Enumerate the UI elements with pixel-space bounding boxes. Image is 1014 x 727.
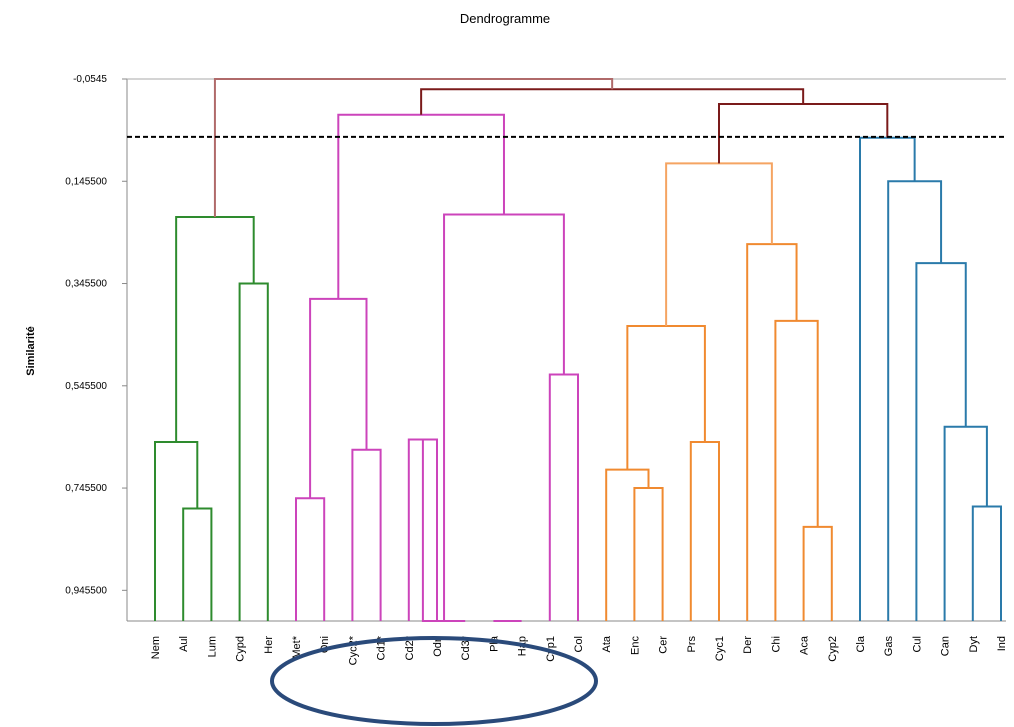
- leaf-label: Pla: [488, 635, 500, 652]
- chart-title: Dendrogramme: [460, 11, 550, 26]
- dendrogram-link: [420, 88, 805, 115]
- dendrogram-link: [746, 243, 798, 621]
- dendrogram-link: [633, 487, 664, 621]
- leaf-label: Enc: [629, 636, 641, 655]
- leaf-label: Cd2*: [404, 635, 416, 660]
- leaf-label: Cer: [658, 636, 670, 654]
- y-tick-label: 0,545500: [65, 381, 107, 392]
- y-tick-label: 0,745500: [65, 483, 107, 494]
- leaf-label: Aul: [178, 636, 190, 652]
- y-tick-label: 0,145500: [65, 176, 107, 187]
- dendrogram-link: [443, 213, 565, 621]
- leaf-label: Der: [742, 636, 754, 654]
- dendrogram-link: [887, 180, 943, 621]
- dendrogram-link: [626, 324, 706, 470]
- leaf-label: Cd3*: [460, 635, 472, 660]
- leaf-label: Gas: [883, 636, 895, 657]
- dendrogram-link: [337, 113, 505, 299]
- dendrogram-link: [689, 441, 720, 621]
- leaf-label: Col: [573, 636, 585, 653]
- dendrogram-links: [127, 78, 1006, 622]
- leaf-label: Lum: [206, 636, 218, 657]
- dendrogram-link: [175, 216, 255, 443]
- y-axis-label: Similarité: [25, 326, 37, 376]
- y-tick-label: 0,345500: [65, 279, 107, 290]
- leaf-label: Prs: [686, 636, 698, 653]
- leaf-label: Cyp1: [545, 636, 557, 662]
- y-tick-label: -0,0545: [73, 74, 107, 85]
- leaf-label: Can: [940, 636, 952, 656]
- dendrogram-link: [605, 468, 650, 621]
- leaf-label: Nem: [150, 636, 162, 659]
- leaf-label: Aca: [799, 635, 811, 655]
- leaf-label: Cyc2*: [347, 635, 359, 665]
- dendrogram-link: [548, 373, 579, 621]
- dendrogram-link: [351, 448, 382, 621]
- leaf-label: Cla: [855, 635, 867, 652]
- dendrogram-link: [182, 507, 213, 621]
- dendrogram-link: [915, 262, 967, 621]
- axes: [126, 78, 1006, 622]
- leaf-label: Dyt: [968, 636, 980, 653]
- dendrogram-link: [421, 439, 466, 622]
- leaf-label: Odn: [432, 636, 444, 657]
- y-tick-labels: -0,0545 0,145500 0,345500 0,545500 0,745500 0…: [65, 74, 127, 596]
- highlight-ellipse: [270, 636, 598, 726]
- dendrogram-link: [407, 438, 438, 621]
- dendrogram-link: [309, 297, 368, 499]
- leaf-label: Met*: [291, 635, 303, 658]
- leaf-label: Cyp2: [827, 636, 839, 662]
- dendrogram-link: [943, 425, 988, 621]
- dendrogram-link: [971, 505, 1002, 621]
- leaf-label: Her: [263, 636, 275, 654]
- leaf-label: Ind: [996, 636, 1008, 651]
- y-tick-label: 0,945500: [65, 585, 107, 596]
- dendrogram-link: [665, 162, 773, 326]
- dendrogram-link: [295, 497, 326, 621]
- leaf-label: Cyc1: [714, 636, 726, 661]
- dendrogram-link: [154, 441, 199, 621]
- dendrogram-link: [802, 525, 833, 621]
- dendrogram-link: [238, 282, 269, 621]
- leaf-label: Ata: [601, 635, 613, 652]
- leaf-label: Cypd: [235, 636, 247, 662]
- dendrogram-link: [213, 78, 614, 218]
- leaf-label: Chi: [770, 636, 782, 653]
- dendrogram-link: [718, 103, 889, 164]
- leaf-label: Cul: [911, 636, 923, 653]
- dendrogram-link: [774, 319, 819, 621]
